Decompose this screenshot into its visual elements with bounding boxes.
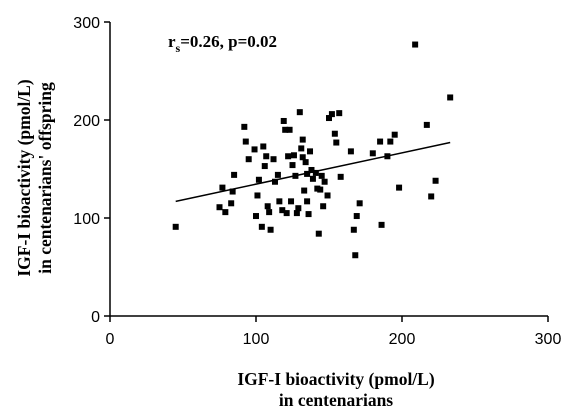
data-point [242,138,249,145]
data-point [288,198,295,205]
data-point [350,226,357,233]
y-axis-ticks: 0 100 200 300 [73,15,110,326]
x-tick-label: 100 [243,331,270,348]
data-point [304,198,311,205]
data-point [263,153,270,160]
data-point [261,163,268,170]
data-point [264,203,271,210]
data-point [267,226,274,233]
x-axis-title-line-2: in centenarians [279,390,393,410]
data-point [333,139,340,146]
y-axis-title-line-2: in centenarians' offspring [35,82,55,274]
data-point [302,159,309,166]
data-point [251,146,258,153]
data-point [315,230,322,237]
data-point [289,162,296,169]
data-point [290,152,297,159]
data-point [447,94,454,101]
data-point [378,221,385,228]
axes: 0 100 200 300 0 100 200 300 [73,15,561,348]
data-point [216,204,223,211]
data-point [274,171,281,178]
data-point [271,178,278,185]
x-axis-ticks: 0 100 200 300 [106,316,562,348]
data-point [298,145,305,152]
regression-line [175,141,451,203]
data-point [283,210,290,217]
data-point [270,156,277,163]
data-point [258,223,265,230]
data-point [299,136,306,143]
data-point [412,41,419,48]
data-point [301,187,308,194]
data-point [377,138,384,145]
data-point [241,123,248,130]
x-tick-label: 300 [535,331,562,348]
x-tick-label: 200 [389,331,416,348]
y-tick-label: 300 [73,15,100,32]
data-point [305,211,312,218]
data-point [296,109,303,116]
data-point [254,192,261,199]
data-point [222,209,229,216]
data-point [352,252,359,259]
data-points [172,41,454,259]
data-point [312,169,319,176]
data-point [337,173,344,180]
data-point [245,156,252,163]
data-point [260,143,267,150]
data-point [428,193,435,200]
correlation-annotation: rs=0.26, p=0.02 [168,32,277,55]
data-point [282,126,289,133]
data-point [308,166,315,173]
annotation-r-symbol: r [168,32,176,51]
data-point [280,117,287,124]
x-axis-title-line-1: IGF-I bioactivity (pmol/L) [237,369,435,389]
data-point [391,131,398,138]
data-point [295,205,302,212]
data-point [432,177,439,184]
data-point [266,209,273,216]
data-point [324,192,331,199]
data-point [336,110,343,117]
y-tick-label: 100 [73,211,100,228]
data-point [219,184,226,191]
data-point [387,138,394,145]
data-point [353,213,360,220]
data-point [293,210,300,217]
data-point [423,121,430,128]
data-point [228,200,235,207]
data-point [328,111,335,118]
annotation-r-subscript: s [176,41,181,55]
data-point [321,178,328,185]
data-point [369,150,376,157]
data-point [299,154,306,161]
data-point [317,186,324,193]
data-point [320,203,327,210]
data-point [326,115,332,122]
data-point [172,223,179,230]
data-point [396,184,403,191]
annotation-text: =0.26, p=0.02 [180,32,277,51]
data-point [309,175,316,182]
y-tick-label: 0 [91,309,100,326]
y-axis-title-line-1: IGF-I bioactivity (pmol/L) [14,79,34,277]
data-point [331,130,338,137]
data-point [318,172,325,179]
x-tick-label: 0 [106,331,115,348]
data-point [356,200,363,207]
data-point [279,207,286,214]
data-point [253,213,259,220]
data-point [231,171,238,178]
data-point [307,148,314,155]
data-point [347,148,354,155]
y-tick-label: 200 [73,113,100,130]
data-point [229,188,236,195]
data-point [285,153,292,160]
data-point [286,126,293,133]
data-point [255,176,262,183]
data-point [276,198,283,205]
